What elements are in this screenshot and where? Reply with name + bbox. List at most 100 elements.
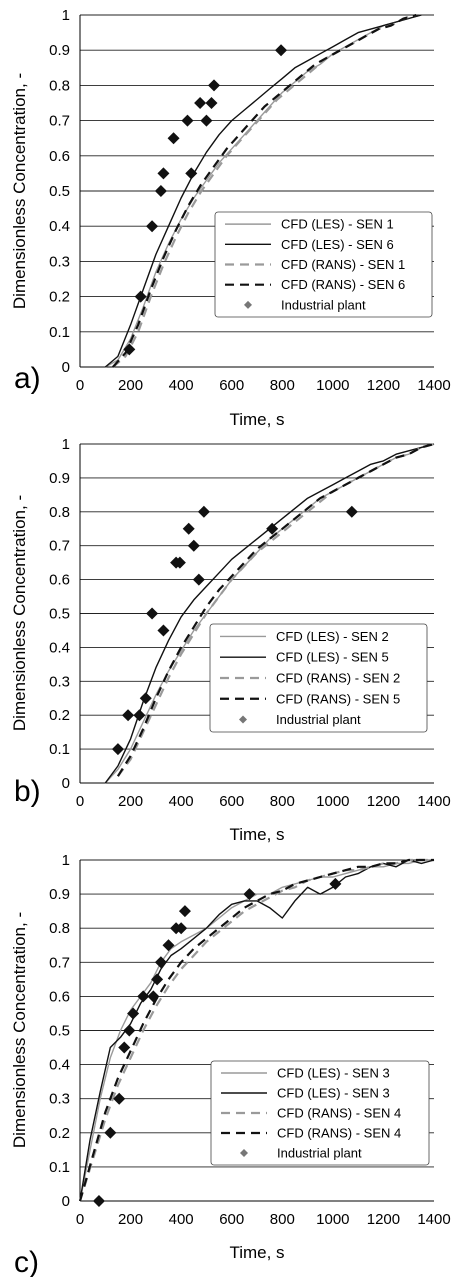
data-point-industrial-plant	[178, 905, 191, 918]
y-tick-label: 0.4	[49, 639, 70, 656]
y-tick-label: 0.1	[49, 1159, 70, 1176]
data-point-industrial-plant	[162, 939, 175, 952]
data-point-industrial-plant	[111, 743, 124, 756]
x-tick-label: 200	[118, 1211, 143, 1228]
x-tick-label: 0	[76, 1211, 84, 1228]
data-point-industrial-plant	[154, 956, 167, 969]
data-point-industrial-plant	[122, 709, 135, 722]
data-point-industrial-plant	[167, 132, 180, 145]
data-point-industrial-plant	[133, 709, 146, 722]
x-tick-label: 0	[76, 793, 84, 810]
data-point-industrial-plant	[104, 1126, 117, 1139]
data-point-industrial-plant	[266, 522, 279, 535]
y-axis-label: Dimensionless Concentration, -	[10, 73, 29, 309]
y-tick-label: 0.7	[49, 954, 70, 971]
panel-label: b)	[14, 775, 41, 808]
x-tick-label: 1400	[417, 793, 450, 810]
panel-label: c)	[14, 1246, 39, 1277]
x-tick-label: 400	[169, 1211, 194, 1228]
x-tick-label: 0	[76, 377, 84, 394]
x-tick-label: 1200	[367, 1211, 400, 1228]
legend-entry-label: CFD (LES) - SEN 5	[276, 650, 389, 665]
y-tick-label: 0.3	[49, 673, 70, 690]
legend-entry-label: CFD (LES) - SEN 2	[276, 629, 389, 644]
y-tick-label: 0.9	[49, 470, 70, 487]
y-tick-label: 1	[62, 852, 70, 869]
y-tick-label: 0.1	[49, 324, 70, 341]
x-tick-label: 1200	[367, 377, 400, 394]
data-point-industrial-plant	[118, 1041, 131, 1054]
legend: CFD (LES) - SEN 2 CFD (LES) - SEN 5 CFD (R…	[209, 623, 428, 733]
y-axis-label: Dimensionless Concentration, -	[10, 912, 29, 1148]
data-point-industrial-plant	[208, 79, 221, 92]
series-line-3	[117, 442, 435, 777]
data-point-industrial-plant	[173, 556, 186, 569]
data-point-industrial-plant	[146, 607, 159, 620]
data-point-industrial-plant	[146, 220, 159, 233]
y-tick-label: 1	[62, 436, 70, 453]
y-tick-label: 0.8	[49, 77, 70, 94]
data-point-industrial-plant	[113, 1092, 126, 1105]
y-tick-label: 0.5	[49, 1023, 70, 1040]
data-point-industrial-plant	[329, 877, 342, 890]
x-tick-label: 1000	[316, 793, 349, 810]
legend-entry-label: CFD (RANS) - SEN 4	[277, 1126, 401, 1141]
y-tick-label: 0.5	[49, 606, 70, 623]
y-tick-label: 0.6	[49, 572, 70, 589]
legend-entry-label: Industrial plant	[277, 1146, 362, 1161]
legend-entry-label: CFD (RANS) - SEN 1	[281, 257, 405, 272]
data-point-industrial-plant	[137, 990, 150, 1003]
legend: CFD (LES) - SEN 3 CFD (LES) - SEN 3 CFD (R…	[210, 1060, 430, 1166]
series-line-2	[104, 14, 422, 368]
x-tick-label: 1000	[316, 377, 349, 394]
x-tick-label: 1400	[417, 1211, 450, 1228]
legend-box	[214, 211, 433, 318]
x-tick-label: 800	[270, 1211, 295, 1228]
legend-entry-label: CFD (LES) - SEN 3	[277, 1066, 390, 1081]
y-tick-label: 0.8	[49, 504, 70, 521]
data-point-industrial-plant	[182, 522, 195, 535]
data-point-industrial-plant	[92, 1195, 105, 1207]
y-tick-label: 0.6	[49, 148, 70, 165]
y-tick-label: 0	[62, 775, 70, 792]
x-tick-label: 200	[118, 377, 143, 394]
data-point-industrial-plant	[123, 343, 136, 356]
y-tick-label: 0.4	[49, 218, 70, 235]
y-tick-label: 0.1	[49, 741, 70, 758]
data-point-industrial-plant	[157, 167, 170, 180]
x-tick-label: 800	[270, 793, 295, 810]
legend-entry-label: CFD (RANS) - SEN 6	[281, 277, 405, 292]
data-point-industrial-plant	[151, 973, 164, 986]
data-point-industrial-plant	[134, 290, 147, 303]
x-axis-label: Time, s	[229, 1243, 284, 1262]
legend-entry-label: CFD (LES) - SEN 3	[277, 1086, 390, 1101]
x-tick-label: 1200	[367, 793, 400, 810]
x-tick-label: 1000	[316, 1211, 349, 1228]
legend-entry-label: Industrial plant	[276, 712, 361, 727]
y-tick-label: 0.7	[49, 113, 70, 130]
legend-entry-label: Industrial plant	[281, 297, 366, 312]
data-point-industrial-plant	[181, 114, 194, 127]
y-tick-label: 0	[62, 359, 70, 376]
data-point-industrial-plant	[243, 888, 256, 901]
data-point-industrial-plant	[187, 539, 200, 552]
y-tick-label: 0.2	[49, 707, 70, 724]
chart-panel-2: 0 0.1 0.2 0.3 0.4 0.5 0.6 0.7 0.8 0.9 1 0 200 400 600 8…	[10, 436, 451, 844]
y-tick-label: 1	[62, 7, 70, 24]
data-point-industrial-plant	[185, 167, 198, 180]
y-tick-label: 0.7	[49, 538, 70, 555]
series-line-4	[78, 858, 434, 1202]
x-tick-label: 600	[219, 1211, 244, 1228]
y-tick-label: 0.5	[49, 183, 70, 200]
legend: CFD (LES) - SEN 1 CFD (LES) - SEN 6 CFD (R…	[214, 211, 433, 318]
legend-box	[209, 623, 428, 733]
series-line-4	[112, 13, 417, 368]
data-point-industrial-plant	[200, 114, 213, 127]
data-point-industrial-plant	[175, 922, 188, 935]
data-point-industrial-plant	[194, 97, 207, 109]
legend-marker-industrial-plant	[239, 715, 247, 724]
legend-box	[210, 1060, 430, 1166]
legend-entry-label: CFD (LES) - SEN 6	[281, 237, 394, 252]
data-point-industrial-plant	[154, 185, 167, 197]
x-tick-label: 600	[219, 377, 244, 394]
